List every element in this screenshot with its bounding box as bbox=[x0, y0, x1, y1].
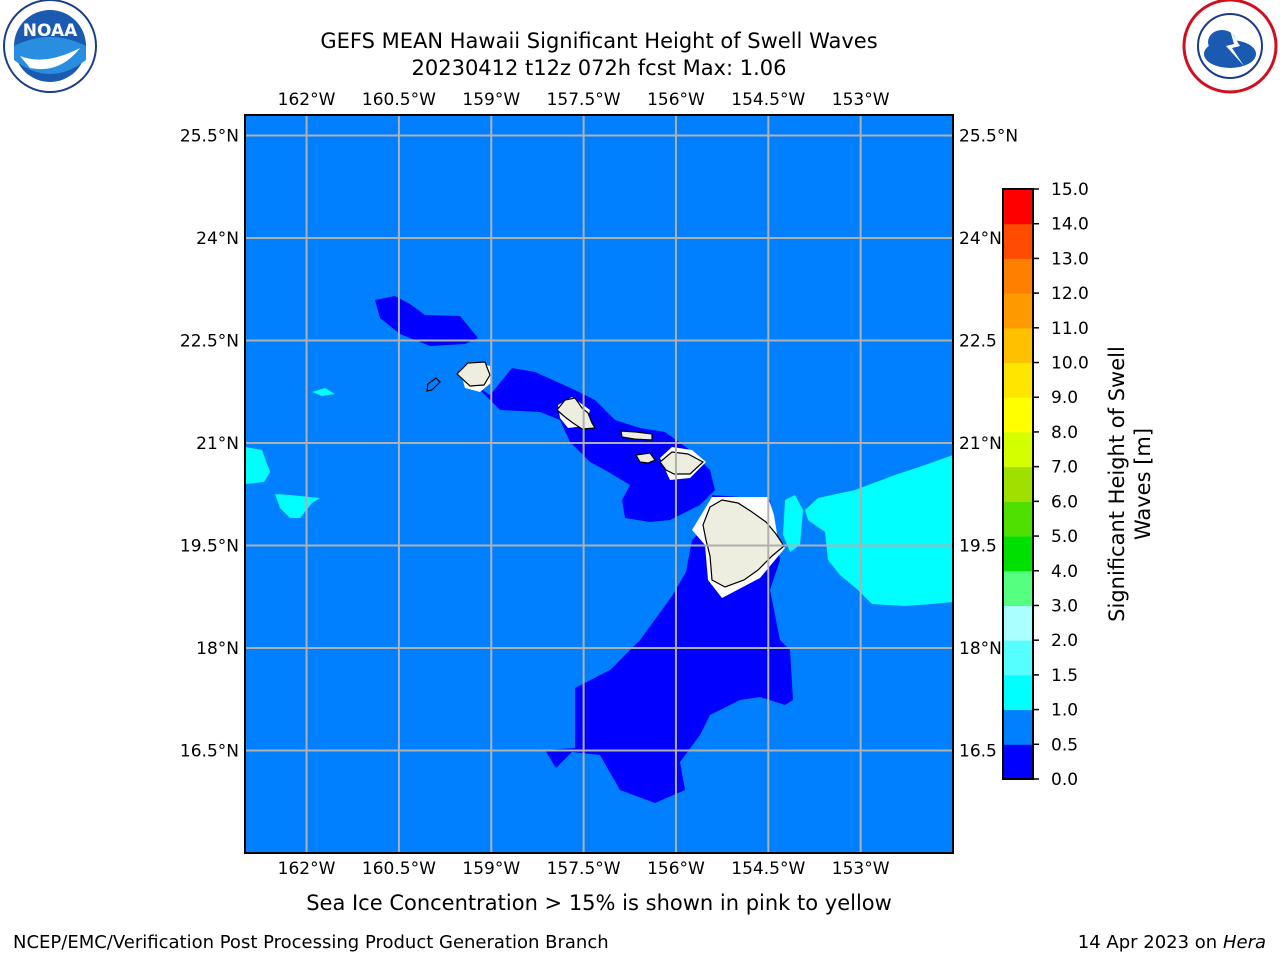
colorbar-tick-label: 1.5 bbox=[1051, 666, 1078, 686]
moderate-swell-region bbox=[275, 494, 320, 518]
footer-branch: NCEP/EMC/Verification Post Processing Pr… bbox=[13, 932, 609, 953]
lat-tick-label-left: 25.5°N bbox=[180, 127, 239, 147]
lat-tick-label-right: 18°N bbox=[959, 639, 1002, 659]
lat-tick-label-left: 18°N bbox=[196, 639, 239, 659]
colorbar-swatch bbox=[1003, 327, 1033, 364]
lon-tick-label-bottom: 160.5°W bbox=[362, 859, 436, 879]
noaa-logo-text: NOAA bbox=[23, 21, 78, 41]
colorbar-swatch bbox=[1003, 674, 1033, 711]
lon-tick-label-top: 156°W bbox=[647, 90, 705, 110]
lon-tick-label-bottom: 156°W bbox=[647, 859, 705, 879]
lat-tick-label-right: 22.5 bbox=[959, 332, 997, 352]
lon-tick-label-top: 157.5°W bbox=[547, 90, 621, 110]
colorbar-tick-label: 12.0 bbox=[1051, 284, 1089, 304]
colorbar-swatch bbox=[1003, 570, 1033, 606]
colorbar-swatch bbox=[1003, 189, 1033, 225]
moderate-swell-region bbox=[805, 455, 953, 606]
lon-tick-label-bottom: 157.5°W bbox=[547, 859, 621, 879]
chart-subtitle: 20230412 t12z 072h fcst Max: 1.06 bbox=[411, 56, 787, 80]
colorbar-tick-label: 1.0 bbox=[1051, 701, 1078, 721]
colorbar-swatch bbox=[1003, 744, 1033, 780]
lat-tick-label-right: 24°N bbox=[959, 229, 1002, 249]
lon-tick-label-bottom: 153°W bbox=[832, 859, 890, 879]
island bbox=[659, 451, 705, 475]
island-outline bbox=[426, 377, 441, 392]
island bbox=[556, 397, 597, 430]
colorbar-swatch bbox=[1003, 536, 1033, 572]
lon-tick-label-top: 160.5°W bbox=[362, 90, 436, 110]
colorbar-tick-label: 10.0 bbox=[1051, 354, 1089, 374]
noaa-logo-icon: NOAA bbox=[3, 0, 97, 93]
colorbar-tick-label: 14.0 bbox=[1051, 215, 1089, 235]
low-swell-region bbox=[375, 296, 478, 346]
lat-tick-label-right: 16.5 bbox=[959, 742, 997, 762]
colorbar-swatch bbox=[1003, 605, 1033, 641]
colorbar-label-units: Waves [m] bbox=[1131, 428, 1155, 540]
footer-date-text: 14 Apr 2023 on bbox=[1077, 932, 1223, 953]
colorbar-tick-label: 9.0 bbox=[1051, 388, 1078, 408]
lat-tick-label-left: 24°N bbox=[196, 229, 239, 249]
map-frame bbox=[244, 114, 954, 854]
colorbar-swatch bbox=[1003, 501, 1033, 537]
lat-tick-label-right: 21°N bbox=[959, 434, 1002, 454]
chart-title: GEFS MEAN Hawaii Significant Height of S… bbox=[320, 29, 878, 53]
colorbar-tick-label: 3.0 bbox=[1051, 596, 1078, 616]
colorbar-tick-label: 11.0 bbox=[1051, 319, 1089, 339]
colorbar-swatch bbox=[1003, 293, 1033, 329]
colorbar-tick-label: 4.0 bbox=[1051, 562, 1078, 582]
colorbar-swatch bbox=[1003, 362, 1033, 398]
nws-logo-icon bbox=[1182, 0, 1278, 94]
colorbar-swatch bbox=[1003, 431, 1033, 468]
lon-tick-label-top: 154.5°W bbox=[731, 90, 805, 110]
low-swell-region bbox=[475, 368, 715, 522]
colorbar-tick-label: 7.0 bbox=[1051, 458, 1078, 478]
lat-tick-label-left: 21°N bbox=[196, 434, 239, 454]
colorbar-frame bbox=[1002, 188, 1034, 780]
colorbar-swatch bbox=[1003, 466, 1033, 502]
lon-tick-label-top: 159°W bbox=[462, 90, 520, 110]
colorbar-tick-label: 0.5 bbox=[1051, 735, 1078, 755]
island bbox=[620, 430, 653, 441]
lat-tick-label-right: 19.5 bbox=[959, 537, 997, 557]
moderate-swell-region bbox=[312, 388, 335, 396]
colorbar-label: Significant Height of Swell bbox=[1105, 346, 1129, 622]
lat-tick-label-left: 16.5°N bbox=[180, 742, 239, 762]
colorbar-tick-label: 6.0 bbox=[1051, 492, 1078, 512]
moderate-swell-region bbox=[245, 447, 270, 484]
colorbar-tick-label: 8.0 bbox=[1051, 423, 1078, 443]
island bbox=[702, 499, 785, 588]
island bbox=[635, 452, 656, 464]
footer-date: 14 Apr 2023 on Hera bbox=[1078, 932, 1266, 953]
island bbox=[456, 361, 491, 387]
footer-host: Hera bbox=[1222, 932, 1266, 953]
colorbar-swatch bbox=[1003, 258, 1033, 294]
colorbar-tick-label: 15.0 bbox=[1051, 180, 1089, 200]
lon-tick-label-bottom: 159°W bbox=[462, 859, 520, 879]
colorbar-tick-label: 5.0 bbox=[1051, 527, 1078, 547]
colorbar-swatch bbox=[1003, 640, 1033, 676]
lon-tick-label-top: 153°W bbox=[832, 90, 890, 110]
colorbar-swatch bbox=[1003, 397, 1033, 433]
lon-tick-label-top: 162°W bbox=[278, 90, 336, 110]
moderate-swell-region bbox=[783, 495, 803, 552]
colorbar-swatch bbox=[1003, 709, 1033, 745]
colorbar-tick-label: 2.0 bbox=[1051, 631, 1078, 651]
lat-tick-label-right: 25.5°N bbox=[959, 127, 1018, 147]
lat-tick-label-left: 22.5°N bbox=[180, 332, 239, 352]
lon-tick-label-bottom: 154.5°W bbox=[731, 859, 805, 879]
lon-tick-label-bottom: 162°W bbox=[278, 859, 336, 879]
colorbar-tick-label: 13.0 bbox=[1051, 249, 1089, 269]
colorbar-swatch bbox=[1003, 223, 1033, 259]
lat-tick-label-left: 19.5°N bbox=[180, 537, 239, 557]
colorbar-tick-label: 0.0 bbox=[1051, 770, 1078, 790]
sea-ice-note: Sea Ice Concentration > 15% is shown in … bbox=[306, 891, 892, 915]
